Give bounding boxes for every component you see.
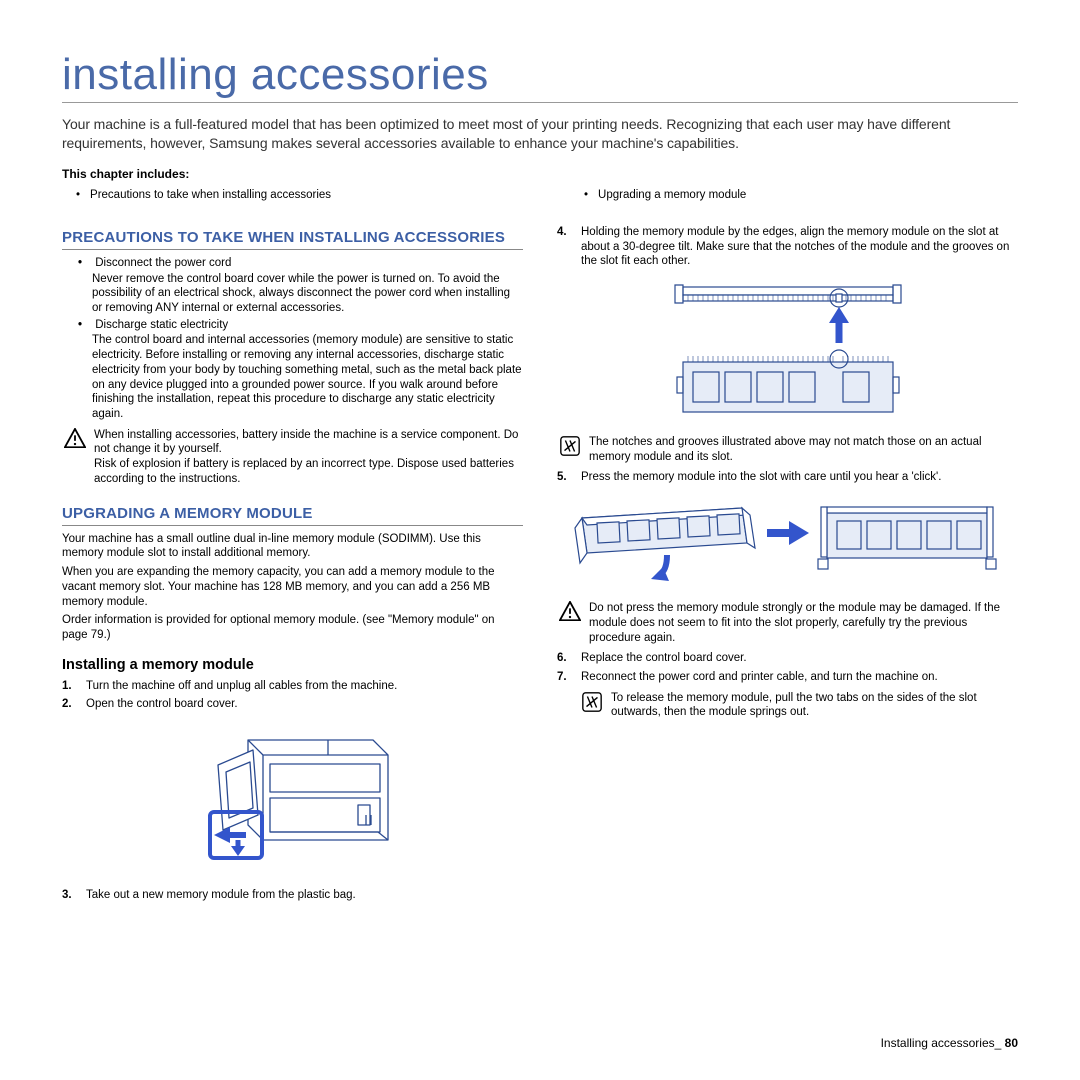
right-column: Holding the memory module by the edges, …: [557, 225, 1018, 907]
toc-item-precautions[interactable]: Precautions to take when installing acce…: [76, 188, 510, 203]
section-precautions-title: PRECAUTIONS TO TAKE WHEN INSTALLING ACCE…: [62, 229, 523, 250]
note-notches: The notches and grooves illustrated abov…: [557, 435, 1018, 464]
footer-label: Installing accessories_: [881, 1036, 1002, 1050]
step-6: Replace the control board cover.: [557, 651, 1018, 666]
arrow-up-icon: [829, 307, 849, 343]
precaution-disconnect: Disconnect the power cord Never remove t…: [78, 256, 523, 316]
arrow-down-curve-icon: [651, 555, 669, 581]
note-release-text: To release the memory module, pull the t…: [611, 691, 1018, 720]
page-title: installing accessories: [62, 50, 1018, 103]
steps-list-left: Turn the machine off and unplug all cabl…: [62, 679, 523, 712]
note-icon: [581, 691, 603, 711]
warning-battery-text: When installing accessories, battery ins…: [94, 428, 523, 487]
warning-icon: [559, 601, 581, 621]
steps-list-right-67: Replace the control board cover. Reconne…: [557, 651, 1018, 684]
steps-list-right-5: Press the memory module into the slot wi…: [557, 470, 1018, 485]
steps-list-right: Holding the memory module by the edges, …: [557, 225, 1018, 269]
toc-item-upgrading[interactable]: Upgrading a memory module: [584, 188, 1018, 203]
step-2: Open the control board cover.: [62, 697, 523, 712]
precaution-static: Discharge static electricity The control…: [78, 318, 523, 422]
footer-page-number: 80: [1005, 1036, 1018, 1050]
warning-battery: When installing accessories, battery ins…: [62, 428, 523, 487]
step-7: Reconnect the power cord and printer cab…: [557, 670, 1018, 685]
upgrading-p1: Your machine has a small outline dual in…: [62, 532, 523, 561]
note-notches-text: The notches and grooves illustrated abov…: [589, 435, 1018, 464]
left-column: PRECAUTIONS TO TAKE WHEN INSTALLING ACCE…: [62, 225, 523, 907]
section-upgrading-title: UPGRADING A MEMORY MODULE: [62, 505, 523, 526]
warning-icon: [64, 428, 86, 448]
figure-memory-click: [557, 493, 1018, 593]
warning-press-text: Do not press the memory module strongly …: [589, 601, 1018, 645]
figure-memory-align: [557, 277, 1018, 427]
arrow-right-icon: [767, 521, 809, 545]
subsection-install-title: Installing a memory module: [62, 657, 523, 673]
step-5: Press the memory module into the slot wi…: [557, 470, 1018, 485]
step-1: Turn the machine off and unplug all cabl…: [62, 679, 523, 694]
step-4: Holding the memory module by the edges, …: [557, 225, 1018, 269]
upgrading-p2: When you are expanding the memory capaci…: [62, 565, 523, 609]
steps-list-left-cont: Take out a new memory module from the pl…: [62, 888, 523, 903]
note-icon: [559, 435, 581, 455]
table-of-contents: Precautions to take when installing acce…: [62, 188, 1018, 203]
chapter-includes-label: This chapter includes:: [62, 167, 1018, 182]
step-3: Take out a new memory module from the pl…: [62, 888, 523, 903]
note-release: To release the memory module, pull the t…: [557, 691, 1018, 720]
page-footer: Installing accessories_ 80: [881, 1036, 1018, 1050]
upgrading-p3: Order information is provided for option…: [62, 613, 523, 642]
intro-paragraph: Your machine is a full-featured model th…: [62, 115, 1018, 153]
warning-press: Do not press the memory module strongly …: [557, 601, 1018, 645]
figure-printer-cover: [62, 720, 523, 880]
